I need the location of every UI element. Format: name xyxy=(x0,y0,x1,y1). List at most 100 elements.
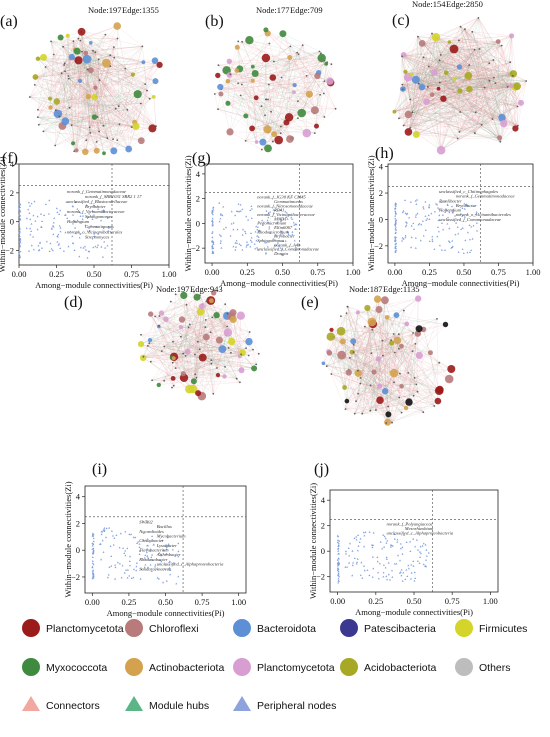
peripheral-node-marker xyxy=(437,226,439,228)
peripheral-node-marker xyxy=(275,244,278,246)
peripheral-node-marker xyxy=(279,208,282,211)
network-node xyxy=(518,99,524,106)
peripheral-node-marker xyxy=(394,205,397,207)
peripheral-node-marker xyxy=(254,230,257,233)
peripheral-node-marker xyxy=(19,206,21,208)
peripheral-node-marker xyxy=(250,217,253,219)
node-annotation: Haliangium xyxy=(438,208,462,213)
peripheral-node-marker xyxy=(281,240,284,242)
network-node xyxy=(336,326,346,336)
peripheral-node-marker xyxy=(418,562,421,564)
peripheral-node-marker xyxy=(414,199,417,202)
network-node xyxy=(348,357,351,359)
network-node xyxy=(71,141,76,146)
peripheral-node-marker xyxy=(64,213,67,216)
network-node xyxy=(438,59,441,62)
network-node xyxy=(95,141,98,143)
edge-count-c: Edge:2850 xyxy=(446,0,483,9)
peripheral-node-marker xyxy=(144,554,147,556)
peripheral-node-marker xyxy=(396,541,399,543)
peripheral-node-marker xyxy=(168,566,171,569)
network-node xyxy=(345,369,352,376)
network-node xyxy=(180,291,188,299)
peripheral-node-marker xyxy=(344,550,347,553)
peripheral-node-marker xyxy=(102,211,105,213)
network-node xyxy=(85,139,88,142)
network-node xyxy=(213,93,216,95)
peripheral-node-marker xyxy=(29,204,31,207)
peripheral-node-marker xyxy=(353,557,356,559)
network-node xyxy=(217,83,224,91)
peripheral-node-marker xyxy=(404,225,407,228)
x-axis-label: Among−module connectivities(Pi) xyxy=(35,280,153,290)
peripheral-node-marker xyxy=(425,565,428,568)
peripheral-node-marker xyxy=(246,243,248,246)
peripheral-node-marker xyxy=(461,207,464,209)
peripheral-node-marker xyxy=(58,213,61,215)
x-tick-label: 0.50 xyxy=(457,267,472,277)
legend-label: Others xyxy=(479,662,511,674)
peripheral-node-marker xyxy=(383,535,386,538)
peripheral-node-marker xyxy=(394,217,397,220)
node-annotation: norank_f_Polyangiaceae xyxy=(387,522,433,527)
network-node xyxy=(171,356,176,361)
legend-item: Chloroflexi xyxy=(125,619,199,637)
peripheral-node-marker xyxy=(211,217,214,220)
network-node xyxy=(394,351,396,354)
network-node xyxy=(196,307,205,316)
peripheral-node-marker xyxy=(92,549,95,552)
peripheral-node-marker xyxy=(257,235,260,238)
panel-label-f: (f) xyxy=(2,150,18,167)
network-node xyxy=(297,53,300,56)
plot-frame xyxy=(387,163,534,264)
peripheral-node-marker xyxy=(238,243,241,245)
peripheral-node-marker xyxy=(419,545,422,548)
peripheral-node-marker xyxy=(37,249,40,252)
network-node xyxy=(48,105,53,110)
scatter-points xyxy=(336,531,430,584)
network-node xyxy=(81,50,83,53)
peripheral-node-marker xyxy=(151,559,154,561)
peripheral-node-marker xyxy=(38,242,41,244)
network-graph-b: Node:177 Edge:709 xyxy=(213,5,337,153)
network-node xyxy=(106,137,109,140)
peripheral-node-marker xyxy=(19,238,22,241)
edge-count-d: Edge:943 xyxy=(190,284,223,294)
peripheral-node-marker xyxy=(463,207,466,210)
peripheral-node-marker xyxy=(232,228,235,231)
peripheral-node-marker xyxy=(72,241,74,244)
peripheral-node-marker xyxy=(472,224,475,227)
node-annotation: norank_f_Vicinamibacteraceae xyxy=(67,209,125,214)
network-node xyxy=(375,356,381,362)
peripheral-node-marker xyxy=(132,576,135,579)
network-node xyxy=(44,66,47,68)
peripheral-node-marker xyxy=(164,544,167,547)
peripheral-node-marker xyxy=(123,552,126,554)
network-node xyxy=(171,386,173,389)
peripheral-node-marker xyxy=(268,225,271,228)
network-node xyxy=(240,83,243,86)
peripheral-node-marker xyxy=(146,556,149,559)
peripheral-node-marker xyxy=(19,203,22,206)
network-node xyxy=(468,64,471,66)
network-node xyxy=(400,411,403,414)
peripheral-node-marker xyxy=(387,573,390,576)
peripheral-node-marker xyxy=(50,227,53,230)
peripheral-node-marker xyxy=(53,217,56,219)
network-node xyxy=(151,379,154,382)
node-annotation: norank_f_Vicinamibacteraceae xyxy=(257,212,315,217)
peripheral-node-marker xyxy=(245,215,248,218)
network-node xyxy=(440,95,447,102)
network-node xyxy=(270,110,272,113)
peripheral-node-marker xyxy=(395,236,397,239)
network-node xyxy=(457,88,463,94)
network-node xyxy=(330,373,333,375)
legend-item: Planctomycetota xyxy=(22,619,124,637)
peripheral-node-marker xyxy=(169,573,172,576)
network-node xyxy=(344,398,350,404)
peripheral-node-marker xyxy=(59,226,62,229)
network-node xyxy=(401,88,404,91)
peripheral-node-marker xyxy=(158,551,161,554)
network-node xyxy=(146,89,149,92)
peripheral-node-marker xyxy=(358,541,361,543)
